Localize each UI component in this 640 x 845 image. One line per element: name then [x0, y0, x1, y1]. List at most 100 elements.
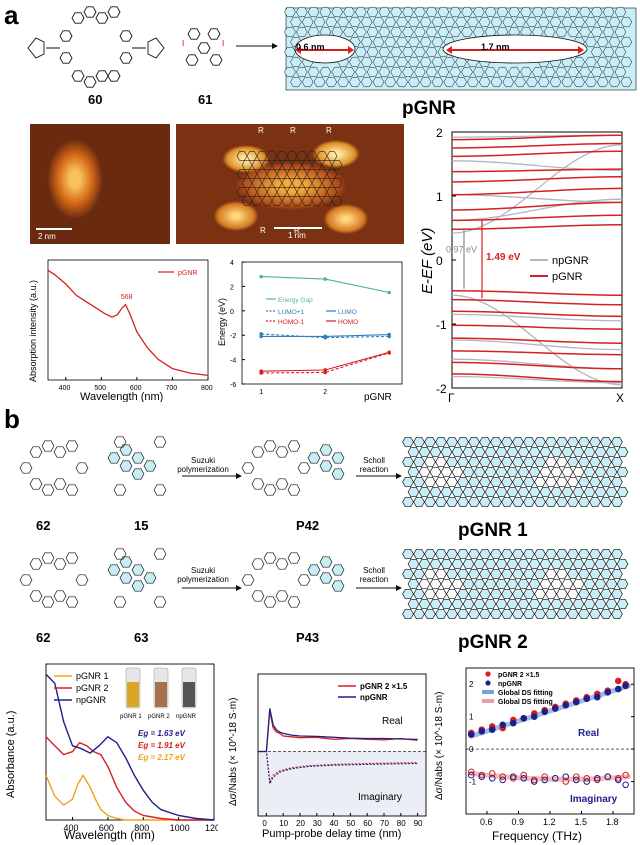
ribbon-hexagon	[366, 26, 379, 38]
macrocycle-hexagon	[65, 484, 79, 496]
ribbon-hexagon	[384, 56, 397, 68]
product-hexagon	[567, 568, 579, 580]
real-label: Real	[382, 716, 403, 727]
product-hexagon	[435, 568, 447, 580]
ribbon-hexagon	[372, 76, 385, 88]
product-hexagon	[523, 456, 535, 468]
ribbon-hexagon	[414, 46, 426, 58]
macrocycle-hexagon	[41, 484, 55, 496]
product-hexagon	[435, 588, 447, 600]
band-line	[451, 187, 623, 196]
ribbon-hexagon	[402, 66, 414, 78]
ribbon-hexagon	[596, 76, 609, 88]
ribbon-hexagon	[579, 66, 591, 78]
gap-np-label: 0.97 eV	[446, 244, 477, 254]
x-tick-label: 1.8	[606, 817, 619, 827]
ribbon-hexagon	[484, 6, 497, 18]
product-hexagon	[413, 436, 425, 448]
stm-overlay-hexagon	[236, 187, 248, 197]
product-hexagon	[556, 476, 568, 488]
freq-point	[614, 677, 622, 685]
stm-overlay-hexagon	[241, 160, 253, 170]
freq-point	[614, 685, 622, 693]
band-line	[451, 313, 623, 322]
band-line	[451, 289, 623, 296]
product-hexagon	[561, 486, 574, 498]
scale-bar-left	[36, 228, 72, 230]
energy-point	[323, 334, 327, 339]
compound-60-label: 60	[88, 92, 103, 107]
ribbon-hexagon	[396, 16, 408, 28]
ribbon-hexagon	[419, 76, 432, 88]
ribbon-hexagon	[614, 26, 627, 38]
product-hexagon	[572, 466, 585, 478]
ribbon-hexagon	[402, 46, 414, 58]
product-hexagon	[517, 446, 530, 458]
ribbon-hexagon	[431, 56, 444, 68]
stm-overlay-hexagon	[286, 187, 298, 197]
ribbon-hexagon	[484, 66, 497, 78]
product-hexagon	[495, 578, 508, 590]
polymer-core-hexagon	[319, 444, 333, 456]
polymer-ring-hexagon	[275, 590, 289, 602]
product-hexagon	[462, 598, 475, 610]
polymer-ring-hexagon	[275, 478, 289, 490]
ribbon-hexagon	[384, 76, 397, 88]
product-hexagon	[611, 588, 623, 600]
product-hexagon	[457, 476, 469, 488]
energy-series-line	[261, 352, 390, 374]
ribbon-hexagon	[585, 16, 597, 28]
product-hexagon	[594, 558, 607, 570]
distance-long-label: 1.7 nm	[481, 42, 510, 52]
product-hexagon	[429, 446, 442, 458]
freq-point	[520, 775, 528, 782]
polymer-ring-hexagon	[275, 558, 289, 570]
product-hexagon	[424, 568, 436, 580]
product-hexagon	[572, 558, 585, 570]
ribbon-hexagon	[284, 66, 296, 78]
ribbon-hexagon	[520, 6, 532, 18]
product-hexagon	[435, 456, 447, 468]
ribbon-hexagon	[449, 6, 461, 18]
product-hexagon	[534, 456, 546, 468]
absorbance-line	[45, 673, 215, 821]
stm-overlay-hexagon	[321, 178, 333, 188]
product-hexagon	[407, 578, 420, 590]
ribbon-hexagon	[478, 76, 491, 88]
product-hexagon	[440, 446, 453, 458]
vial-label: pGNR 1	[120, 714, 142, 720]
product-hexagon	[539, 486, 552, 498]
distance-short-label: 0.6 nm	[296, 42, 325, 52]
product-hexagon	[407, 466, 420, 478]
band-line	[451, 373, 623, 383]
ribbon-hexagon	[331, 6, 343, 18]
product-hexagon	[490, 608, 502, 620]
product-hexagon	[413, 456, 425, 468]
ribbon-hexagon	[591, 6, 603, 18]
product-hexagon	[418, 446, 431, 458]
product-hexagon	[545, 568, 557, 580]
legend-label-pgnr: pGNR	[178, 270, 197, 277]
ribbon-hexagon	[567, 26, 579, 38]
product-hexagon	[495, 466, 508, 478]
ribbon-hexagon	[473, 66, 485, 78]
product-hexagon	[501, 476, 513, 488]
product-hexagon	[539, 446, 552, 458]
product-hexagon	[468, 608, 480, 620]
ribbon-hexagon	[555, 6, 568, 18]
band-line	[451, 298, 623, 306]
x-tick-label: 600	[130, 385, 142, 392]
product-hexagon	[545, 608, 557, 620]
product-hexagon	[611, 456, 623, 468]
band-line	[451, 201, 623, 211]
product-hexagon	[413, 588, 425, 600]
ribbon-hexagon	[360, 56, 373, 68]
ribbon-hexagon	[425, 66, 438, 78]
ribbon-hexagon	[561, 16, 574, 28]
product-hexagon	[479, 548, 491, 560]
product-hexagon	[561, 598, 574, 610]
legend-label: npGNR	[498, 681, 522, 688]
ribbon-hexagon	[378, 46, 391, 58]
band-line	[451, 310, 623, 318]
y-tick-label: 1	[469, 713, 474, 722]
